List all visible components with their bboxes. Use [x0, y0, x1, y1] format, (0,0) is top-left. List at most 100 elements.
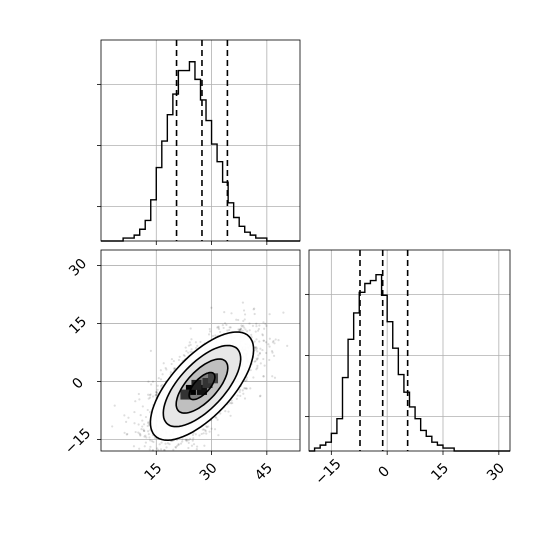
scatter-point	[241, 301, 245, 304]
scatter-point	[255, 368, 258, 371]
scatter-point	[254, 330, 257, 333]
scatter-point	[259, 362, 262, 365]
scatter-point	[185, 440, 188, 443]
scatter-point	[249, 368, 252, 372]
scatter-point	[255, 357, 258, 360]
scatter-point	[254, 346, 257, 349]
marginal-y-xtick-label: 15	[428, 460, 452, 484]
scatter-point	[160, 441, 163, 444]
scatter-point	[147, 421, 150, 424]
scatter-point	[187, 441, 190, 445]
scatter-point	[196, 344, 199, 347]
scatter-point	[147, 393, 150, 396]
scatter-point	[264, 322, 267, 325]
scatter-point	[151, 395, 155, 398]
scatter-point	[148, 448, 151, 451]
joint-xtick-label: 30	[197, 460, 221, 484]
scatter-point	[155, 391, 158, 394]
scatter-point	[211, 334, 215, 338]
scatter-point	[150, 440, 154, 443]
scatter-point	[252, 376, 255, 379]
scatter-point	[272, 354, 276, 357]
scatter-point	[263, 364, 266, 367]
scatter-point	[176, 444, 179, 447]
joint-ytick-label: 15	[66, 314, 90, 338]
scatter-point	[216, 326, 219, 329]
density-contour	[162, 344, 242, 428]
scatter-point	[157, 377, 160, 380]
scatter-point	[158, 443, 161, 446]
scatter-point	[159, 378, 163, 381]
scatter-point	[256, 350, 259, 353]
scatter-point	[236, 394, 239, 397]
scatter-point	[192, 443, 196, 446]
scatter-point	[137, 431, 140, 434]
scatter-point	[262, 357, 265, 361]
marginal-x-histogram	[101, 61, 300, 242]
scatter-point	[253, 312, 256, 316]
scatter-point	[277, 339, 280, 342]
scatter-point	[238, 328, 242, 332]
scatter-point	[254, 348, 257, 351]
scatter-point	[263, 327, 266, 330]
scatter-point	[191, 433, 195, 437]
scatter-point	[219, 330, 222, 334]
scatter-point	[228, 328, 231, 332]
scatter-point	[177, 443, 180, 447]
scatter-point	[162, 362, 165, 365]
scatter-point	[223, 322, 227, 325]
scatter-point	[226, 329, 229, 332]
scatter-point	[255, 346, 258, 349]
scatter-point	[209, 330, 212, 333]
scatter-point	[213, 428, 217, 431]
scatter-point	[183, 354, 186, 358]
scatter-point	[241, 329, 244, 332]
scatter-point	[172, 448, 175, 451]
scatter-point	[200, 432, 203, 436]
scatter-point	[248, 329, 251, 332]
scatter-point	[186, 438, 189, 441]
scatter-point	[250, 333, 253, 336]
scatter-point	[165, 446, 168, 449]
scatter-point	[161, 383, 164, 387]
density-cell	[202, 377, 213, 388]
scatter-point	[172, 359, 175, 363]
scatter-point	[208, 430, 211, 433]
scatter-point	[255, 325, 258, 328]
scatter-point	[150, 383, 153, 386]
scatter-point	[217, 326, 220, 329]
scatter-point	[195, 448, 198, 451]
scatter-point	[133, 422, 136, 425]
scatter-point	[237, 318, 240, 322]
scatter-point	[258, 352, 261, 355]
scatter-point	[253, 307, 256, 310]
scatter-point	[127, 416, 130, 419]
scatter-point	[165, 368, 168, 371]
scatter-point	[228, 401, 231, 404]
scatter-point	[252, 308, 255, 311]
scatter-point	[144, 434, 147, 437]
scatter-point	[113, 404, 116, 407]
scatter-point	[132, 445, 136, 448]
scatter-point	[254, 360, 257, 363]
scatter-point	[187, 344, 191, 347]
scatter-point	[190, 338, 193, 341]
scatter-point	[125, 433, 128, 436]
scatter-point	[259, 394, 262, 397]
scatter-point	[261, 334, 265, 337]
scatter-point	[286, 344, 289, 347]
scatter-point	[189, 437, 192, 441]
marginal-y-histogram	[309, 273, 510, 452]
scatter-point	[241, 325, 244, 328]
scatter-point	[231, 401, 234, 405]
scatter-point	[262, 375, 265, 378]
scatter-point	[141, 405, 144, 408]
scatter-point	[243, 387, 246, 390]
scatter-point	[273, 376, 277, 379]
scatter-point	[244, 379, 247, 382]
scatter-point	[262, 375, 265, 378]
scatter-point	[235, 318, 238, 321]
scatter-point	[222, 326, 225, 330]
scatter-point	[169, 371, 172, 374]
scatter-point	[250, 336, 253, 339]
